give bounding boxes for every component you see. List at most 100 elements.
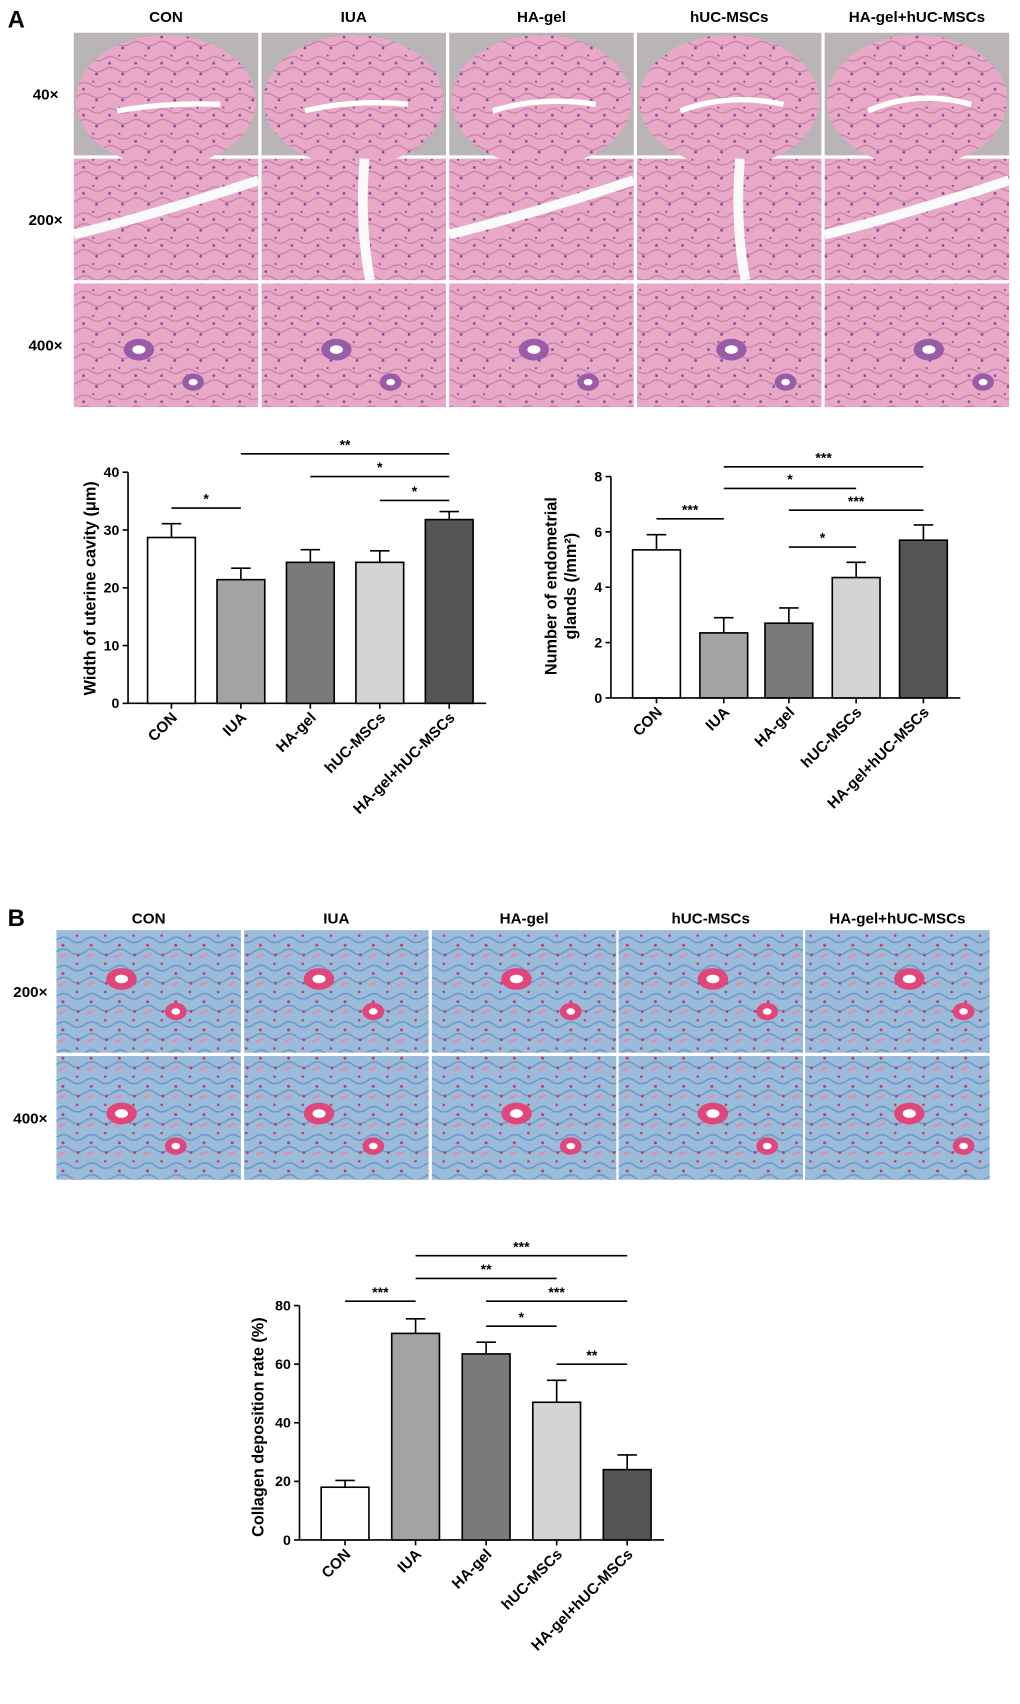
bar [764, 622, 814, 699]
micrograph [431, 930, 617, 1053]
lumen [72, 175, 260, 240]
y-axis-label: Collagen deposition rate (%) [250, 1317, 268, 1537]
micrograph [823, 158, 1011, 281]
gland-lumen [978, 378, 988, 386]
micrograph [824, 32, 1010, 167]
y-tick-label: 6 [594, 524, 602, 540]
micrograph [636, 32, 822, 167]
image [56, 1056, 241, 1180]
micrograph [261, 158, 446, 282]
image [261, 283, 446, 408]
lumen [448, 175, 636, 240]
micrograph [56, 930, 241, 1053]
gland-lumen [527, 345, 541, 354]
bar [146, 536, 197, 705]
bar [320, 1486, 370, 1541]
lumen [866, 95, 972, 114]
significance-label: * [519, 1309, 525, 1325]
significance-label: * [377, 459, 383, 475]
x-tick-label: hUC-MSCs [498, 1546, 566, 1614]
image [56, 930, 241, 1053]
micrograph [73, 32, 259, 167]
micrograph [261, 283, 446, 408]
micrograph [261, 32, 446, 167]
significance-label: * [820, 530, 826, 546]
bar [355, 561, 405, 705]
significance-label: ** [586, 1347, 597, 1363]
gland-lumen [566, 1008, 576, 1015]
gland-lumen [762, 1142, 772, 1150]
column-label: IUA [323, 911, 349, 928]
image [805, 930, 990, 1053]
micrograph [636, 283, 822, 408]
gland-lumen [510, 1109, 524, 1118]
image [824, 158, 1010, 281]
image [636, 158, 822, 281]
gland-lumen [386, 378, 395, 386]
y-tick-label: 20 [275, 1473, 291, 1489]
micrograph [805, 1056, 990, 1180]
micrograph [449, 283, 634, 408]
image [431, 930, 617, 1053]
gland-lumen [762, 1008, 772, 1015]
bar [390, 1332, 441, 1541]
bar [631, 549, 682, 699]
image [73, 283, 259, 408]
micrograph [636, 158, 822, 282]
lumen [304, 99, 409, 114]
lumen [823, 175, 1011, 240]
micrograph [244, 930, 429, 1053]
significance-label: *** [548, 1284, 565, 1300]
x-tick-label: HA-gel [752, 704, 799, 751]
x-tick-label: IUA [703, 704, 734, 735]
column-label: HA-gel+hUC-MSCs [849, 9, 985, 26]
x-tick-label: IUA [394, 1546, 425, 1577]
gland-lumen [922, 345, 936, 354]
micrograph [449, 32, 634, 167]
gland-lumen [510, 974, 524, 984]
significance-label: *** [848, 493, 865, 509]
bar [424, 518, 474, 705]
y-tick-label: 30 [104, 522, 120, 538]
gland-lumen [566, 1142, 576, 1150]
column-label: HA-gel [500, 911, 549, 928]
x-tick-label: CON [319, 1546, 355, 1582]
y-tick-label: 8 [594, 468, 602, 484]
bar [531, 1401, 582, 1541]
significance-label: * [203, 491, 209, 507]
image [73, 158, 259, 281]
lumen [679, 96, 785, 114]
micrograph [824, 283, 1010, 408]
x-tick-label: hUC-MSCs [322, 709, 390, 777]
column-label: hUC-MSCs [690, 9, 768, 26]
gland-lumen [171, 1142, 181, 1150]
micrograph [448, 158, 636, 281]
significance-label: *** [372, 1284, 389, 1300]
row-label: 200× [28, 212, 62, 229]
x-tick-label: HA-gel [449, 1546, 496, 1593]
y-tick-label: 40 [275, 1415, 291, 1431]
gland-lumen [115, 1109, 129, 1118]
y-tick-label: 20 [104, 580, 120, 596]
gland-lumen [724, 345, 738, 354]
gland-lumen [706, 1109, 720, 1118]
y-axis-label: glands (/mm²) [562, 533, 580, 640]
bar [699, 632, 749, 699]
micrograph [73, 283, 259, 408]
gland-lumen [368, 1008, 378, 1015]
significance-label: * [787, 471, 793, 487]
gland-lumen [312, 974, 326, 984]
tissue [263, 34, 444, 167]
gland-lumen [368, 1142, 378, 1150]
gland-lumen [329, 345, 343, 354]
bar [216, 578, 266, 705]
gland-lumen [959, 1142, 968, 1150]
x-tick-label: hUC-MSCs [798, 704, 866, 772]
column-label: HA-gel+hUC-MSCs [829, 911, 965, 928]
gland-lumen [188, 378, 198, 386]
image [244, 930, 429, 1053]
significance-label: * [412, 483, 418, 499]
panel-label: A [8, 6, 25, 33]
